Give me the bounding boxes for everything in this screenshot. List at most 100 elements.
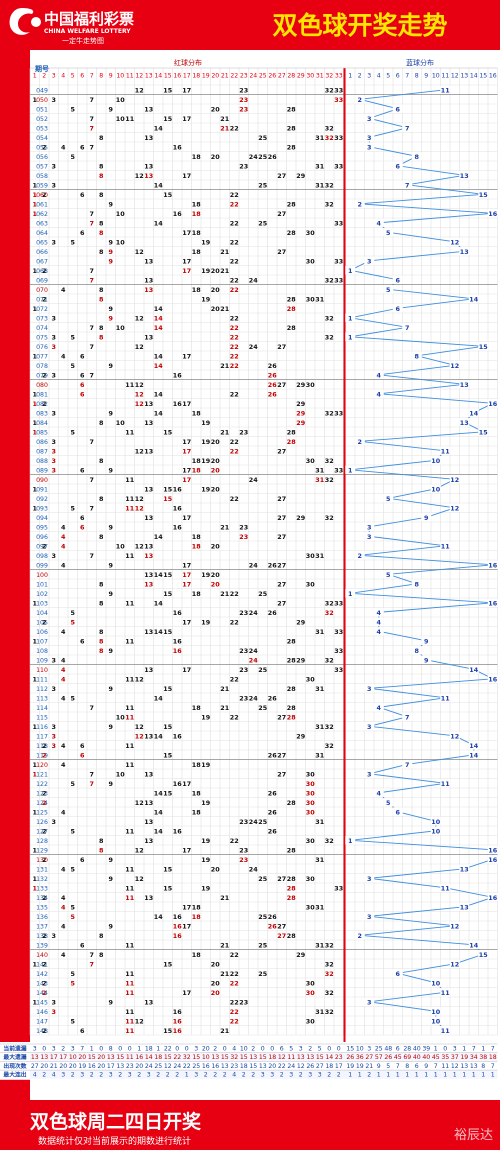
red-stat-value: 5	[289, 1046, 293, 1053]
blue-ball-number: 16	[488, 599, 497, 607]
red-ball-number: 4	[61, 951, 66, 959]
red-ball-number: 30	[306, 229, 315, 237]
red-ball-number: 28	[287, 884, 296, 892]
blue-ball-backdrop	[364, 769, 375, 778]
red-ball-number: 22	[230, 675, 239, 683]
red-ball-number: 25	[258, 970, 267, 978]
red-stat-value: 14	[325, 1054, 333, 1061]
red-ball-number: 17	[182, 571, 191, 579]
red-ball-number: 15	[163, 685, 172, 693]
issue-label: 059	[36, 182, 48, 189]
blue-ball-number: 2	[358, 552, 362, 560]
red-stat-value: 3	[71, 1046, 75, 1053]
red-ball-number: 32	[325, 409, 334, 417]
blue-ball-backdrop	[364, 532, 375, 541]
blue-stat-value: 26	[384, 1054, 392, 1061]
red-ball-number: 9	[109, 685, 114, 693]
red-column-number: 22	[230, 73, 238, 80]
red-ball-number: 25	[258, 941, 267, 949]
blue-ball-number: 1	[348, 267, 352, 275]
red-ball-number: 17	[182, 438, 191, 446]
red-stat-value: 3	[261, 1072, 265, 1079]
issue-label: 096	[36, 534, 48, 541]
red-stat-value: 15	[192, 1054, 200, 1061]
blue-stat-value: 57	[375, 1054, 383, 1061]
red-ball-number: 9	[109, 647, 114, 655]
issue-column-labels: 049 050 051 052 053 054 055 056 057 058 059 060 061 0…	[36, 87, 48, 1035]
red-ball-number: 4	[61, 656, 66, 664]
red-ball-number: 4	[61, 666, 66, 674]
red-ball-number: 15	[163, 1027, 172, 1035]
red-ball-number: 15	[163, 428, 172, 436]
red-ball-number: 2	[42, 827, 46, 835]
red-ball-number: 7	[90, 960, 94, 968]
red-stat-value: 20	[202, 1046, 210, 1053]
red-ball-number: 18	[192, 761, 201, 769]
red-column-number: 26	[268, 73, 276, 80]
red-stat-value: 18	[154, 1054, 162, 1061]
red-stat-value: 2	[251, 1072, 255, 1079]
red-stat-value: 13	[211, 1054, 219, 1061]
red-ball-number: 4	[61, 675, 66, 683]
blue-ball-backdrop	[478, 427, 489, 436]
red-ball-number: 33	[334, 219, 343, 227]
blue-ball-number: 6	[396, 305, 401, 313]
red-column-number: 24	[249, 73, 257, 80]
red-ball-number: 15	[163, 884, 172, 892]
red-stat-value: 3	[318, 1072, 322, 1079]
red-ball-number: 1	[33, 761, 37, 769]
blue-ball-backdrop	[468, 665, 479, 674]
issue-label: 109	[36, 657, 48, 664]
issue-label: 073	[36, 315, 48, 322]
red-ball-number: 6	[80, 371, 85, 379]
red-ball-number: 8	[99, 647, 104, 655]
blue-ball-backdrop	[354, 95, 365, 104]
red-ball-number: 11	[125, 884, 134, 892]
issue-label: 110	[36, 667, 48, 674]
red-stat-value: 3	[80, 1072, 84, 1079]
red-stat-value: 2	[308, 1046, 312, 1053]
red-stat-value: 2	[223, 1072, 227, 1079]
red-ball-number: 28	[287, 143, 296, 151]
red-ball-number: 28	[287, 932, 296, 940]
red-ball-number: 11	[125, 865, 134, 873]
red-ball-number: 3	[52, 96, 56, 104]
blue-ball-number: 11	[441, 884, 450, 892]
red-ball-number: 31	[315, 476, 324, 484]
red-ball-number: 6	[80, 514, 85, 522]
issue-label: 069	[36, 277, 48, 284]
issue-label: 091	[36, 486, 48, 493]
issue-label: 108	[36, 648, 48, 655]
red-ball-number: 7	[90, 124, 94, 132]
red-ball-number: 23	[239, 694, 248, 702]
red-ball-number: 3	[52, 742, 56, 750]
red-ball-number: 28	[287, 105, 296, 113]
red-stat-value: 20	[59, 1063, 67, 1070]
blue-ball-backdrop	[411, 351, 422, 360]
red-stat-value: 2	[99, 1072, 103, 1079]
red-stat-value: 0	[42, 1046, 46, 1053]
blue-ball-number: 4	[377, 704, 382, 712]
red-column-number: 27	[278, 73, 286, 80]
blue-ball-number: 13	[460, 865, 469, 873]
red-ball-number: 23	[239, 609, 248, 617]
blue-column-number: 7	[405, 73, 409, 80]
blue-ball-number: 6	[396, 105, 401, 113]
blue-ball-backdrop	[487, 674, 498, 683]
red-ball-number: 7	[90, 143, 94, 151]
red-ball-number: 27	[277, 447, 286, 455]
red-ball-number: 14	[154, 808, 163, 816]
red-ball-number: 8	[99, 533, 104, 541]
red-stat-value: 32	[230, 1054, 238, 1061]
red-ball-number: 22	[230, 219, 239, 227]
red-ball-number: 2	[42, 267, 46, 275]
issue-label: 062	[36, 211, 48, 218]
blue-ball-number: 3	[367, 257, 371, 265]
red-stat-value: 2	[42, 1072, 46, 1079]
red-ball-number: 30	[306, 257, 315, 265]
red-ball-number: 29	[296, 409, 305, 417]
blue-stat-value: 40	[413, 1046, 421, 1053]
blue-ball-number: 5	[386, 799, 390, 807]
red-stat-value: 3	[52, 1046, 56, 1053]
